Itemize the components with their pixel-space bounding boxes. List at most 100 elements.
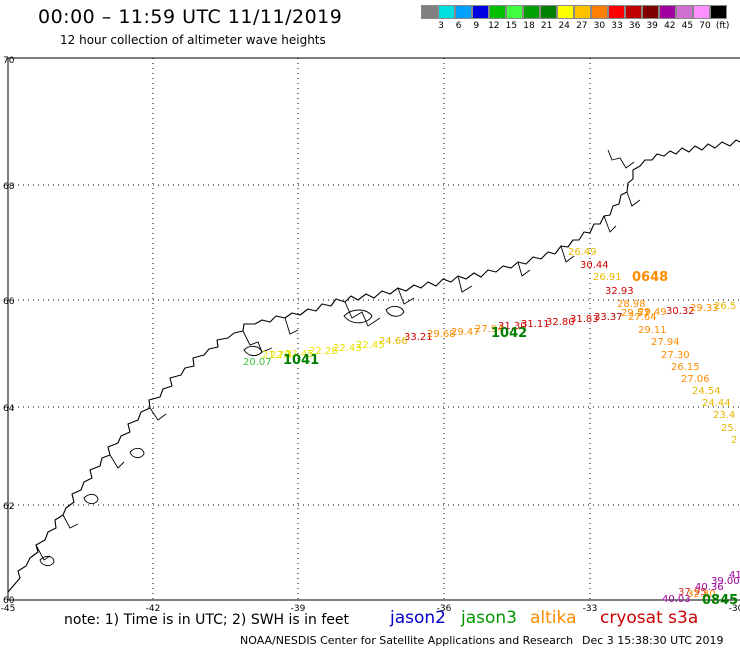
scale-swatch-13 <box>642 5 659 19</box>
scale-label: 33 <box>611 21 623 31</box>
scale-label: 45 <box>681 21 694 31</box>
scale-swatch-10 <box>591 5 608 19</box>
wave-height-label: 24.54 <box>692 386 721 397</box>
pass-time-label: 1042 <box>491 326 527 341</box>
wave-height-label: 29.57 <box>621 308 650 319</box>
lon-label: -42 <box>146 604 161 614</box>
scale-label: 24 <box>558 21 570 31</box>
lat-label: 70 <box>3 56 15 66</box>
lon-labels: -45 -42 -39 -36 -33 -30 <box>1 604 740 614</box>
island-outlines <box>39 305 405 567</box>
wave-height-label: 30.32 <box>666 306 695 317</box>
wave-height-label: 27.64 <box>628 312 657 323</box>
scale-label: 36 <box>628 21 641 31</box>
wave-height-label: 23.4 <box>713 410 735 421</box>
wave-height-label: 31.30 <box>498 321 527 332</box>
lon-label: -30 <box>729 604 740 614</box>
scale-swatch-4 <box>489 5 506 19</box>
lat-label: 66 <box>3 297 15 307</box>
scale-swatch-8 <box>557 5 574 19</box>
wave-height-label: 26.15 <box>671 362 700 373</box>
pass-time-label: 0845 <box>702 593 738 608</box>
scale-swatch-11 <box>608 5 625 19</box>
lat-label: 60 <box>3 596 15 606</box>
wave-height-label: 22.43 <box>333 343 362 354</box>
wave-height-label: 29.47 <box>451 327 480 338</box>
wave-height-label: 33.21 <box>404 332 433 343</box>
scale-swatch-1 <box>438 5 455 19</box>
wave-height-label: 24.66 <box>379 336 408 347</box>
lat-label: 68 <box>3 182 15 192</box>
scale-swatch-7 <box>540 5 557 19</box>
legend-cryosat: cryosat s3a <box>600 608 699 628</box>
pass-time-label: 0648 <box>632 270 668 285</box>
wave-height-label: 25. <box>721 423 737 434</box>
scale-swatch-14 <box>659 5 676 19</box>
wave-height-label: 29.33 <box>690 303 719 314</box>
wave-height-label: 2 <box>731 435 737 446</box>
wave-height-label: 22.45 <box>285 349 314 360</box>
wave-height-label: 27.30 <box>661 350 690 361</box>
pass-time-label: 1041 <box>283 353 319 368</box>
wave-height-label: 32.93 <box>605 286 634 297</box>
wave-height-label: 41 <box>729 570 740 581</box>
wave-height-label: 26.5 <box>714 301 736 312</box>
legend-altika: altika <box>530 608 577 628</box>
color-scale-labels: 3 6 9 12 15 18 21 24 27 30 33 36 39 42 45 70 (ft) <box>425 21 740 35</box>
wave-height-label: 29.68 <box>427 329 456 340</box>
wave-height-label: 37.95 <box>678 587 707 598</box>
wave-height-label: 29.49 <box>638 307 667 318</box>
lat-label: 62 <box>3 502 14 512</box>
wave-height-label: 26.49 <box>568 247 597 258</box>
wave-height-label: 26.91 <box>593 272 622 283</box>
lat-label: 64 <box>3 404 15 414</box>
wave-height-label: 31.11 <box>521 319 550 330</box>
wave-height-label: 32.80 <box>546 317 575 328</box>
scale-label: 9 <box>473 21 480 31</box>
scale-label: 15 <box>505 21 518 31</box>
generated-timestamp: Dec 3 15:38:30 UTC 2019 <box>582 634 724 647</box>
wave-height-label: 30.44 <box>580 260 609 271</box>
wave-height-label: 32.80 <box>687 589 716 600</box>
wave-height-label: 20.07 <box>243 357 272 368</box>
wave-height-label: 33.37 <box>594 312 623 323</box>
scale-swatch-15 <box>676 5 693 19</box>
lon-label: -33 <box>583 604 598 614</box>
scale-swatch-5 <box>506 5 523 19</box>
pass-time-labels: 0648 1042 1041 0845 <box>283 270 738 608</box>
coastline-fjords <box>35 149 641 561</box>
scale-swatch-2 <box>455 5 472 19</box>
wave-height-label: 22.4 <box>270 350 292 361</box>
scale-label: 39 <box>646 21 658 31</box>
wave-height-label: 28.98 <box>617 299 646 310</box>
scale-label: 21 <box>540 21 553 31</box>
scale-label: 3 <box>438 21 444 31</box>
scale-swatch-12 <box>625 5 642 19</box>
graticule <box>8 58 740 600</box>
scale-label: 70 <box>699 21 711 31</box>
lon-label: -36 <box>437 604 452 614</box>
greenland-coastline <box>7 139 740 593</box>
chart-subtitle: 12 hour collection of altimeter wave hei… <box>60 33 326 47</box>
scale-swatch-16 <box>693 5 710 19</box>
chart-title: 00:00 – 11:59 UTC 11/11/2019 <box>38 6 343 28</box>
scale-label: 42 <box>664 21 676 31</box>
scale-swatch-17 <box>710 5 727 19</box>
color-scale-bar <box>421 5 727 19</box>
scale-label: 6 <box>455 21 462 31</box>
legend-jason3: jason3 <box>461 608 517 628</box>
wave-height-label: 22.45 <box>356 340 385 351</box>
scale-unit: (ft) <box>715 21 730 31</box>
scale-label: 27 <box>576 21 588 31</box>
wave-height-label: 24.44 <box>702 398 731 409</box>
lon-label: -45 <box>1 604 16 614</box>
wave-height-label: 22.28 <box>309 346 338 357</box>
wave-height-label: 39.00 <box>711 576 740 587</box>
scale-label: 30 <box>593 21 606 31</box>
scale-swatch-0 <box>421 5 438 19</box>
scale-label: 18 <box>523 21 535 31</box>
scale-swatch-3 <box>472 5 489 19</box>
legend-jason2: jason2 <box>390 608 446 628</box>
